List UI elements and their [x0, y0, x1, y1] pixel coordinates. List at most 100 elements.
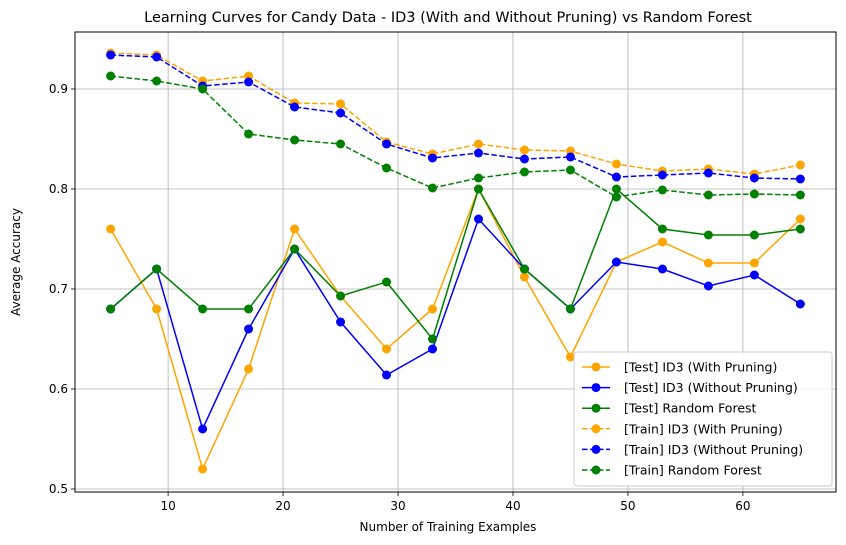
- data-point: [244, 129, 254, 139]
- data-point: [290, 135, 300, 145]
- data-point: [749, 173, 759, 183]
- data-point: [657, 237, 667, 247]
- data-point: [382, 163, 392, 173]
- x-tick-label: 10: [160, 499, 175, 513]
- legend-box: [573, 351, 833, 487]
- data-point: [428, 334, 438, 344]
- data-point: [244, 324, 254, 334]
- data-point: [795, 190, 805, 200]
- legend-marker: [591, 403, 601, 413]
- data-point: [473, 173, 483, 183]
- series-line: [110, 52, 801, 175]
- x-tick-label: 40: [505, 499, 520, 513]
- x-tick-label: 50: [620, 499, 635, 513]
- data-point: [198, 84, 208, 94]
- data-point: [336, 99, 346, 109]
- data-point: [519, 154, 529, 164]
- x-axis-ticks: 10 20 30 40 50 60: [160, 492, 751, 513]
- data-point: [473, 148, 483, 158]
- series-line: [110, 187, 801, 341]
- data-point: [152, 76, 162, 86]
- data-point: [428, 153, 438, 163]
- data-point: [749, 258, 759, 268]
- data-point: [795, 174, 805, 184]
- data-point: [703, 258, 713, 268]
- legend-marker: [591, 444, 601, 454]
- data-point: [473, 214, 483, 224]
- y-tick-label: 0.6: [49, 382, 68, 396]
- data-point: [106, 71, 116, 81]
- series-5: [106, 50, 805, 184]
- y-tick-label: 0.5: [49, 482, 68, 496]
- data-point: [749, 270, 759, 280]
- series-line: [109, 187, 801, 472]
- data-point: [428, 304, 438, 314]
- legend: [Test] ID3 (With Pruning) [Test] ID3 (Wit…: [573, 351, 833, 487]
- series-3: [106, 184, 805, 344]
- data-point: [519, 145, 529, 155]
- y-tick-label: 0.8: [49, 182, 68, 196]
- series-line: [110, 217, 801, 432]
- data-point: [198, 424, 208, 434]
- x-tick-label: 30: [390, 499, 405, 513]
- series-line: [110, 75, 801, 198]
- data-point: [703, 230, 713, 240]
- legend-label: [Train] ID3 (Without Pruning): [624, 442, 803, 457]
- data-point: [152, 52, 162, 62]
- data-point: [336, 317, 346, 327]
- data-point: [749, 189, 759, 199]
- y-axis-ticks: 0.5 0.6 0.7 0.8 0.9: [49, 82, 75, 496]
- legend-label: [Train] Random Forest: [624, 463, 762, 478]
- data-point: [611, 257, 621, 267]
- data-point: [519, 167, 529, 177]
- data-point: [336, 108, 346, 118]
- data-point: [611, 192, 621, 202]
- data-point: [657, 264, 667, 274]
- data-point: [336, 291, 346, 301]
- series-6: [106, 71, 805, 202]
- legend-label: [Train] ID3 (With Pruning): [624, 421, 783, 436]
- data-point: [565, 304, 575, 314]
- data-point: [565, 352, 575, 362]
- data-point: [244, 304, 254, 314]
- data-point: [473, 139, 483, 149]
- data-point: [198, 464, 208, 474]
- data-point: [152, 304, 162, 314]
- chart-title: Learning Curves for Candy Data - ID3 (Wi…: [144, 10, 752, 26]
- data-point: [795, 160, 805, 170]
- legend-marker: [591, 465, 601, 475]
- y-axis-label: Average Accuracy: [9, 208, 23, 316]
- data-point: [611, 159, 621, 169]
- data-point: [795, 299, 805, 309]
- x-axis-label: Number of Training Examples: [360, 520, 537, 534]
- data-point: [519, 272, 529, 282]
- legend-label: [Test] Random Forest: [624, 401, 757, 416]
- data-point: [565, 165, 575, 175]
- y-tick-label: 0.7: [49, 282, 68, 296]
- series-layer: [106, 48, 805, 474]
- data-point: [657, 185, 667, 195]
- x-tick-label: 20: [275, 499, 290, 513]
- series-line: [110, 54, 801, 180]
- data-point: [382, 370, 392, 380]
- data-point: [198, 304, 208, 314]
- data-point: [703, 168, 713, 178]
- legend-marker: [591, 424, 601, 434]
- data-point: [382, 344, 392, 354]
- data-point: [473, 184, 483, 194]
- data-point: [106, 224, 116, 234]
- data-point: [565, 152, 575, 162]
- grid-lines: [75, 32, 836, 492]
- data-point: [428, 183, 438, 193]
- plot-frame: [74, 31, 837, 493]
- data-point: [244, 77, 254, 87]
- data-point: [290, 224, 300, 234]
- data-point: [657, 170, 667, 180]
- data-point: [336, 139, 346, 149]
- legend-label: [Test] ID3 (Without Pruning): [624, 380, 798, 395]
- data-point: [795, 224, 805, 234]
- data-point: [795, 214, 805, 224]
- data-point: [106, 50, 116, 60]
- data-point: [106, 304, 116, 314]
- data-point: [657, 224, 667, 234]
